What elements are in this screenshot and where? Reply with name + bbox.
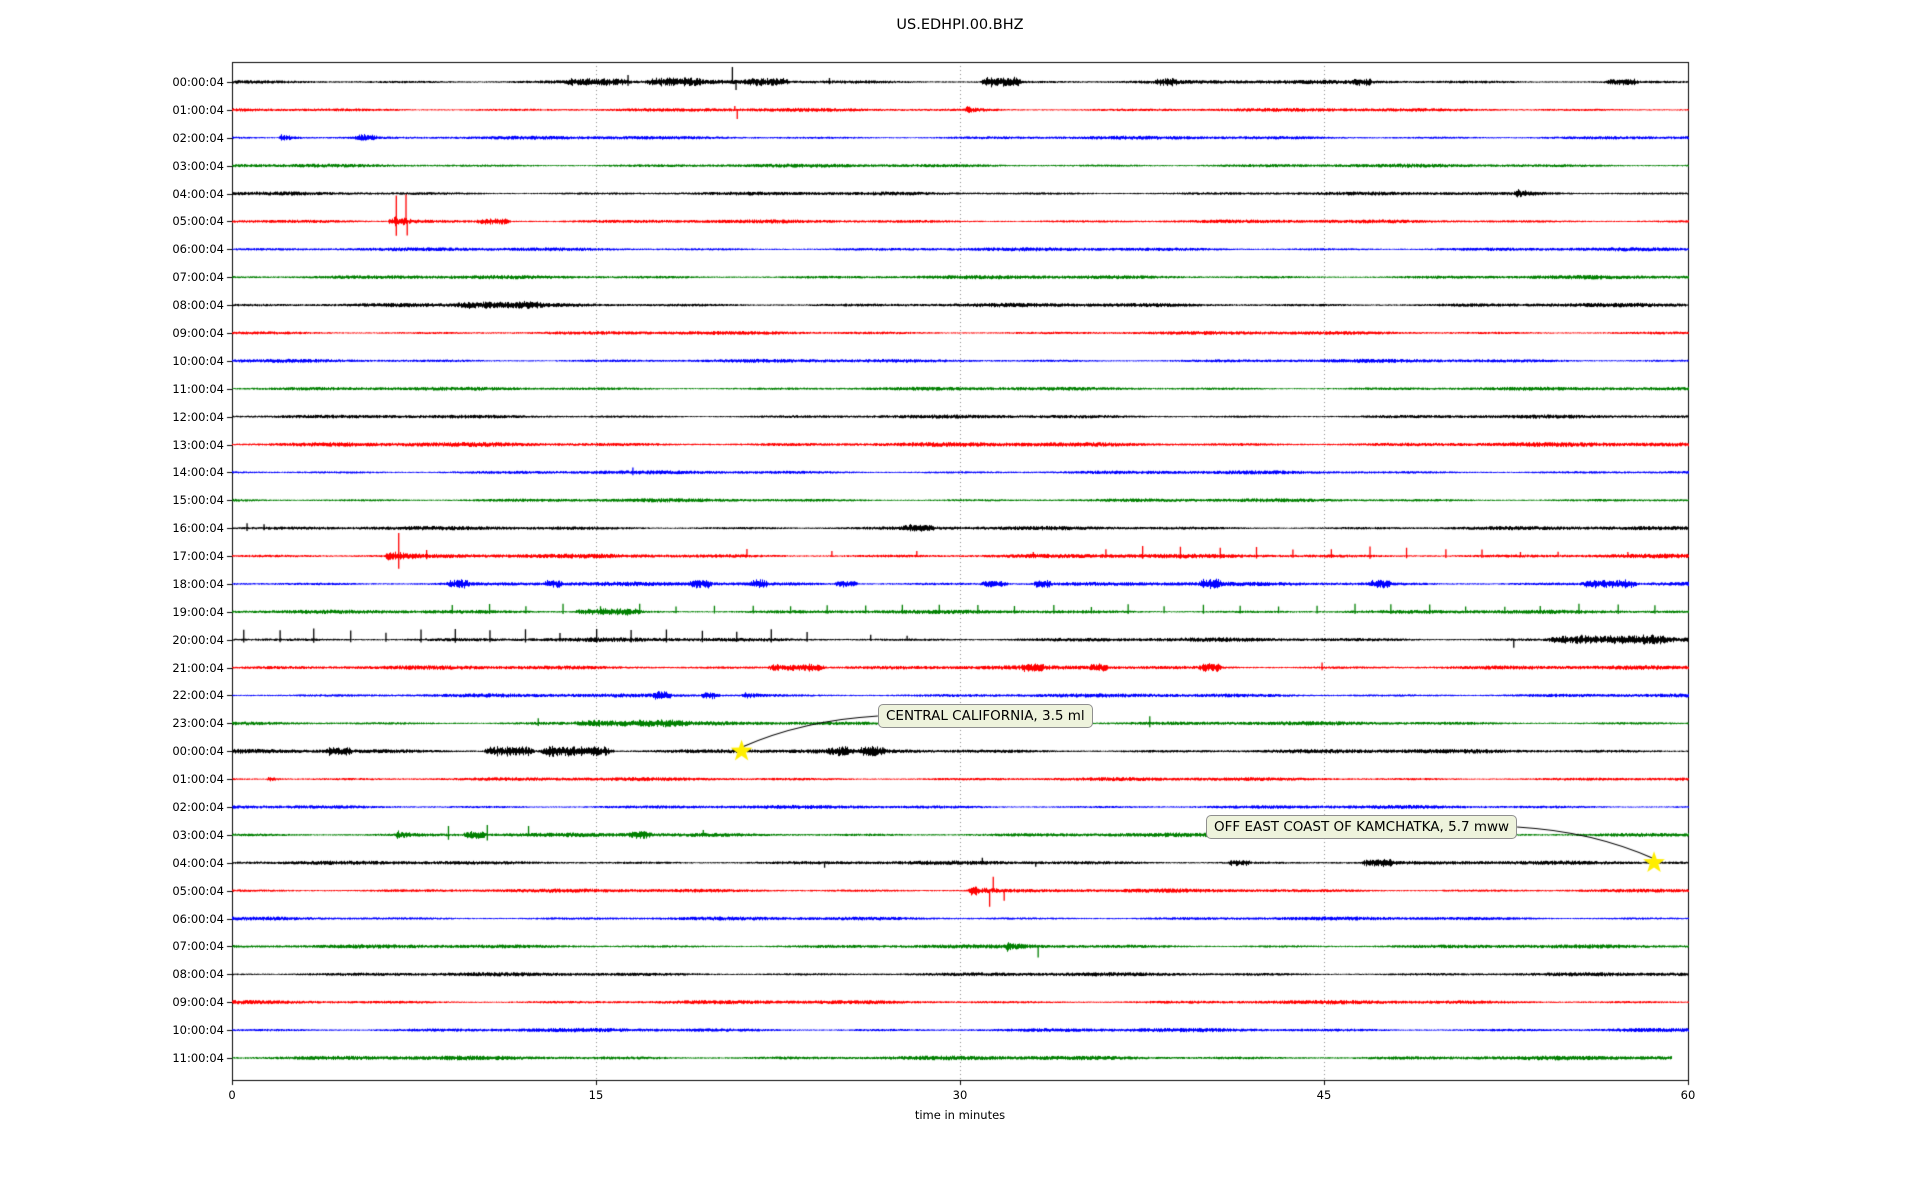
row-label: 01:00:04 xyxy=(172,102,224,117)
row-label: 05:00:04 xyxy=(172,214,224,229)
row-label: 09:00:04 xyxy=(172,995,224,1010)
row-label: 00:00:04 xyxy=(172,744,224,759)
row-label: 18:00:04 xyxy=(172,576,224,591)
row-label: 04:00:04 xyxy=(172,855,224,870)
annotation-central-california: CENTRAL CALIFORNIA, 3.5 ml xyxy=(878,704,1093,728)
row-label: 23:00:04 xyxy=(172,716,224,731)
row-label: 14:00:04 xyxy=(172,465,224,480)
row-label: 06:00:04 xyxy=(172,911,224,926)
row-label: 00:00:04 xyxy=(172,75,224,89)
x-tick-label: 30 xyxy=(952,1088,968,1102)
x-tick-label: 15 xyxy=(588,1088,604,1102)
row-label: 10:00:04 xyxy=(172,1023,224,1038)
row-label: 05:00:04 xyxy=(172,883,224,898)
row-label: 06:00:04 xyxy=(172,242,224,257)
row-label: 19:00:04 xyxy=(172,604,224,619)
row-label: 11:00:04 xyxy=(172,381,224,396)
row-label: 08:00:04 xyxy=(172,967,224,982)
row-label: 17:00:04 xyxy=(172,549,224,564)
x-axis-label: time in minutes xyxy=(914,1108,1006,1122)
row-label: 15:00:04 xyxy=(172,493,224,508)
row-label: 07:00:04 xyxy=(172,939,224,954)
row-label: 08:00:04 xyxy=(172,298,224,313)
row-label: 13:00:04 xyxy=(172,437,224,452)
row-label: 07:00:04 xyxy=(172,270,224,285)
row-label: 02:00:04 xyxy=(172,800,224,814)
row-label: 10:00:04 xyxy=(172,353,224,368)
x-tick-label: 45 xyxy=(1316,1088,1332,1102)
row-label: 22:00:04 xyxy=(172,688,224,703)
annotation-kamchatka: OFF EAST COAST OF KAMCHATKA, 5.7 mww xyxy=(1206,815,1518,839)
row-label: 09:00:04 xyxy=(172,325,224,340)
x-tick-label: 0 xyxy=(228,1088,236,1102)
row-label: 03:00:04 xyxy=(172,827,224,842)
row-label: 01:00:04 xyxy=(172,772,224,787)
row-label: 03:00:04 xyxy=(172,158,224,173)
x-tick-label: 60 xyxy=(1680,1088,1696,1102)
row-label: 11:00:04 xyxy=(172,1050,224,1065)
row-label: 21:00:04 xyxy=(172,660,224,675)
row-label: 04:00:04 xyxy=(172,186,224,201)
row-label: 16:00:04 xyxy=(172,521,224,536)
row-label: 02:00:04 xyxy=(172,130,224,145)
row-label: 20:00:04 xyxy=(172,632,224,647)
row-label: 12:00:04 xyxy=(172,409,224,424)
